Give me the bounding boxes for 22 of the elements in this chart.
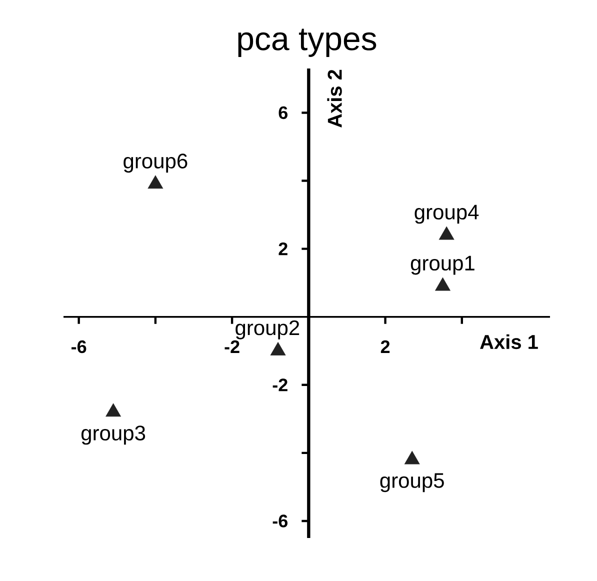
point (438, 226, 454, 240)
point (106, 403, 121, 417)
y-tick-label: 6 (278, 106, 288, 120)
series-label: group2 (236, 320, 300, 340)
x-tick-label: 2 (380, 340, 390, 353)
x-axis-title: Axis 1 (480, 334, 538, 350)
series-label: group4 (414, 204, 479, 224)
series-label: group6 (124, 154, 188, 173)
chart-title: pca types (238, 28, 376, 57)
point (270, 342, 286, 356)
y-tick-label: 2 (278, 242, 288, 256)
y-tick-label: -2 (272, 378, 288, 392)
point (148, 175, 164, 189)
series-label: group5 (380, 473, 444, 492)
x-tick-label: -2 (224, 340, 240, 353)
x-tick-label: -6 (72, 340, 86, 354)
point (404, 451, 420, 464)
point (435, 277, 450, 291)
series-label: group1 (410, 256, 474, 275)
y-axis-title: Axis 2 (327, 70, 342, 128)
series-label: group3 (81, 426, 146, 445)
y-tick-label: -6 (272, 514, 288, 528)
